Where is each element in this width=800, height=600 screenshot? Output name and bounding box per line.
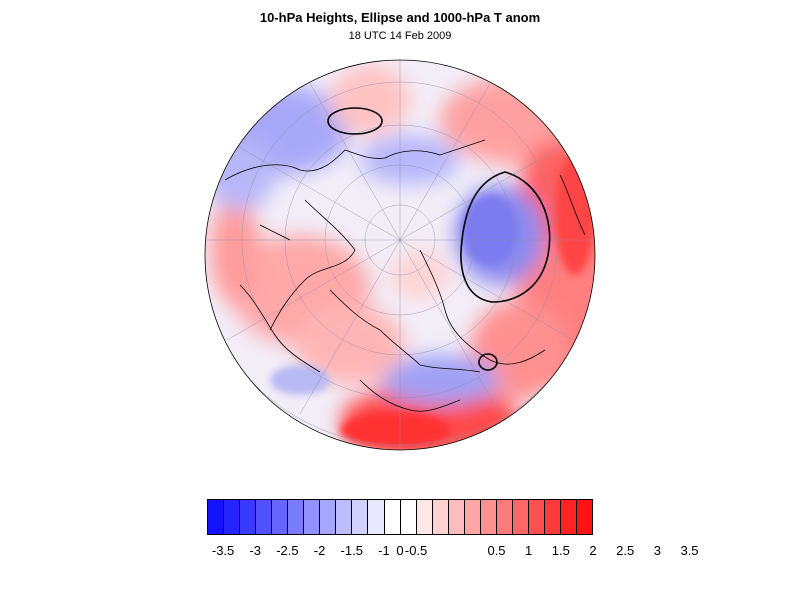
colorbar-swatch [400, 500, 417, 534]
colorbar-tick-label: -1 [378, 543, 390, 558]
colorbar-tick-label: -1.5 [340, 543, 363, 558]
colorbar-swatch [416, 500, 433, 534]
colorbar-tick-label: 3.5 [680, 543, 699, 558]
colorbar-swatch [561, 500, 578, 534]
colorbar-tick-label: 2.5 [616, 543, 635, 558]
colorbar-swatch [224, 500, 241, 534]
small-ellipse-contour [327, 107, 383, 135]
colorbar-swatch [336, 500, 353, 534]
colorbar-swatch [480, 500, 497, 534]
colorbar-tick-label: 0.5 [487, 543, 506, 558]
colorbar-tick-label: -0.5 [404, 543, 428, 558]
colorbar-tick-label: -3.5 [211, 543, 235, 558]
colorbar-swatch [512, 500, 529, 534]
anomaly-field [205, 60, 595, 450]
colorbar-swatch [272, 500, 289, 534]
colorbar-swatch [464, 500, 481, 534]
tiny-ellipse-contour [478, 353, 498, 371]
colorbar-tick-label: 1 [525, 543, 533, 558]
colorbar-swatch [352, 500, 369, 534]
coastlines [224, 139, 586, 412]
colorbar-tick-labels: -3.5 -3 -2.5 -2 -1.5 -1 -0.5 0 0.5 1 1.5 2 2.5 3 3.5 [207, 543, 699, 561]
map-title: 10-hPa Heights, Ellipse and 1000-hPa T a… [259, 10, 541, 25]
colorbar-swatch [384, 500, 401, 534]
colorbar-swatch [577, 500, 593, 534]
large-ellipse-contour [460, 171, 551, 303]
height-contours [327, 107, 551, 371]
colorbar-swatch [448, 500, 465, 534]
colorbar-tick-label: 0 [396, 543, 404, 558]
colorbar-tick-label: -2.5 [276, 543, 299, 558]
colorbar-swatch [320, 500, 337, 534]
colorbar-tick-label: -3 [249, 543, 262, 558]
colorbar [207, 499, 593, 535]
colorbar-swatch [528, 500, 545, 534]
colorbar-swatch [208, 500, 225, 534]
colorbar-swatch [544, 500, 562, 534]
colorbar-swatch [304, 500, 321, 534]
graticule [205, 60, 595, 450]
colorbar-swatch [256, 500, 273, 534]
colorbar-tick-label: 2 [589, 543, 597, 558]
colorbar-tick-label: 1.5 [551, 543, 570, 558]
colorbar-tick-label: 3 [653, 543, 661, 558]
map-subtitle: 18 UTC 14 Feb 2009 [348, 30, 452, 42]
colorbar-swatch [432, 500, 449, 534]
colorbar-swatch [368, 500, 385, 534]
colorbar-swatch [240, 500, 257, 534]
colorbar-swatch [496, 500, 513, 534]
polar-map [204, 59, 596, 451]
colorbar-swatch [288, 500, 305, 534]
colorbar-tick-label: -2 [313, 543, 326, 558]
map-border [204, 59, 596, 451]
